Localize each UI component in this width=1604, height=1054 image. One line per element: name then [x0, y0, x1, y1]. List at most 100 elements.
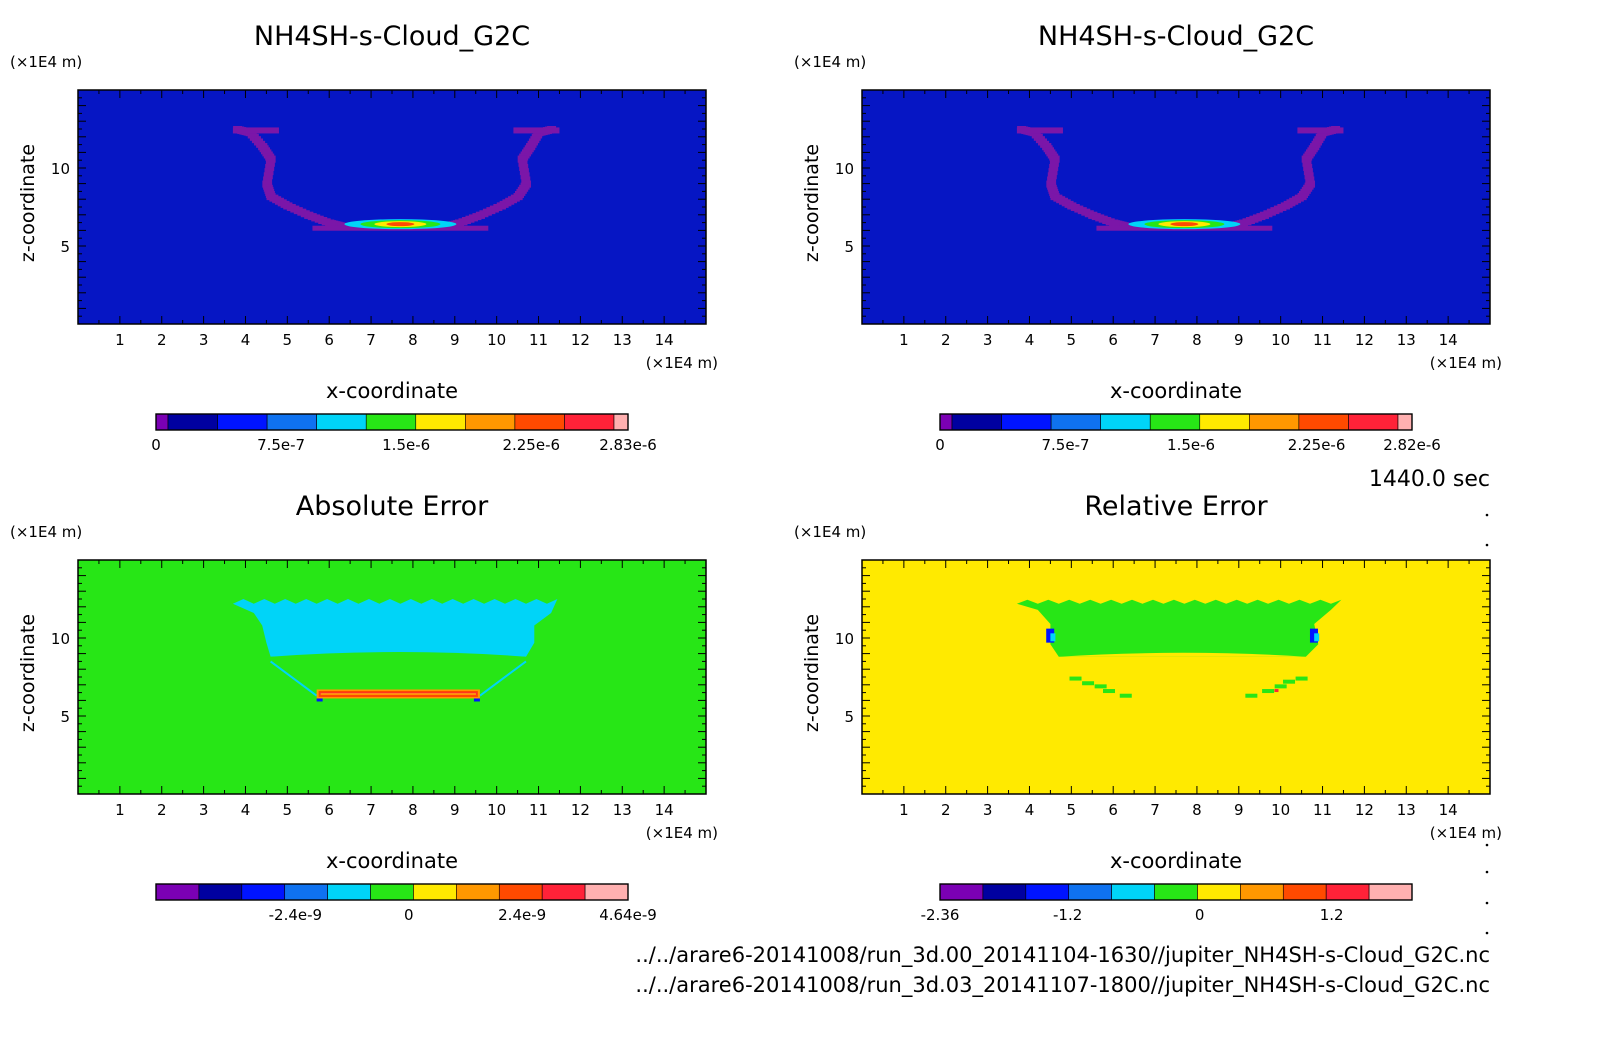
x-unit-label: (×1E4 m) [646, 824, 718, 842]
error-line [479, 660, 527, 697]
colorbar-swatch [1249, 413, 1300, 431]
x-tick-label: 5 [283, 801, 293, 819]
field-layer [1016, 599, 1342, 698]
relerr-region [1016, 599, 1342, 657]
cloud-cap [1016, 127, 1063, 134]
x-tick-label: 11 [1313, 331, 1332, 349]
plot-background [862, 560, 1490, 794]
chart-title: NH4SH-s-Cloud_G2C [254, 21, 530, 52]
z-unit-label: (×1E4 m) [794, 53, 866, 71]
colorbar-swatch [1050, 413, 1101, 431]
colorbar-label: 2.83e-6 [599, 436, 657, 454]
colorbar-frame [939, 883, 1413, 901]
x-tick-label: 4 [241, 801, 251, 819]
colorbar-swatch [241, 883, 286, 901]
error-cap [270, 652, 526, 659]
colorbar-swatch [1025, 883, 1070, 901]
chart-title: Absolute Error [296, 491, 489, 522]
cloud-cell [520, 172, 530, 180]
cloud-cell [1303, 163, 1313, 171]
plot-background [862, 90, 1490, 324]
x-axis-label: x-coordinate [1110, 849, 1242, 873]
cloud-cap [232, 127, 279, 134]
cloud-cell [263, 176, 273, 184]
colorbar-swatch [167, 413, 218, 431]
chart-title: Relative Error [1084, 491, 1268, 522]
x-tick-label: 5 [1067, 801, 1077, 819]
x-tick-label: 12 [571, 331, 590, 349]
x-tick-label: 5 [283, 331, 293, 349]
x-tick-label: 9 [1234, 801, 1244, 819]
x-tick-label: 14 [1439, 801, 1458, 819]
x-tick-label: 13 [1397, 801, 1416, 819]
panels: NH4SH-s-Cloud_G2C(×1E4 m)1 2 3 4 5 6 7 8 9 10 11 12… [10, 21, 1502, 924]
colorbar-swatch [1068, 883, 1112, 901]
colorbar-swatch [456, 883, 500, 901]
colorbar-label: 4.64e-9 [599, 906, 657, 924]
error-strip [319, 692, 477, 695]
x-tick-label: 9 [450, 331, 460, 349]
colorbar-swatch [217, 413, 268, 431]
x-unit-label: (×1E4 m) [646, 354, 718, 372]
cloud-cell [521, 176, 531, 184]
x-tick-label: 10 [487, 331, 506, 349]
relerr-speck [1295, 676, 1308, 681]
colorbar-swatch [1149, 413, 1201, 431]
x-tick-label: 8 [408, 331, 418, 349]
colorbar-label: 7.5e-7 [1042, 436, 1090, 454]
panel-1: NH4SH-s-Cloud_G2C(×1E4 m)1 2 3 4 5 6 7 8 9 10 11 12… [10, 21, 718, 454]
colorbar-swatch [982, 883, 1027, 901]
x-axis-label: x-coordinate [1110, 379, 1242, 403]
x-tick-label: 5 [1067, 331, 1077, 349]
colorbar-label: 0 [151, 436, 161, 454]
colorbar-swatch [514, 413, 565, 431]
z-unit-label: (×1E4 m) [10, 53, 82, 71]
y-tick-label: 10 [835, 630, 854, 648]
cloud-cell [1302, 159, 1312, 167]
cloud-cap [513, 127, 560, 134]
x-tick-label: 6 [324, 801, 334, 819]
x-tick-label: 7 [1150, 801, 1160, 819]
x-tick-label: 2 [941, 801, 951, 819]
x-tick-label: 7 [366, 331, 376, 349]
x-unit-label: (×1E4 m) [1430, 824, 1502, 842]
error-speck [316, 698, 323, 702]
cloud-cell [1301, 155, 1311, 163]
colorbar-swatch [465, 413, 516, 431]
colorbar-swatch [316, 413, 367, 431]
x-tick-label: 10 [1271, 801, 1290, 819]
y-tick-label: 5 [844, 708, 854, 726]
cloud-cell [1049, 159, 1059, 167]
x-tick-label: 9 [1234, 331, 1244, 349]
colorbar-frame [155, 413, 629, 431]
relerr-speck [1119, 693, 1132, 698]
cloud-cell [1047, 176, 1057, 184]
x-tick-label: 3 [199, 331, 209, 349]
colorbar-label: -2.36 [921, 906, 960, 924]
colorbar-swatch [613, 413, 629, 431]
relerr-speck [1274, 684, 1287, 689]
x-tick-label: 4 [1025, 801, 1035, 819]
x-tick-label: 9 [450, 801, 460, 819]
relerr-cap [1058, 652, 1306, 657]
x-tick-label: 12 [1355, 331, 1374, 349]
x-axis-label: x-coordinate [326, 849, 458, 873]
error-strip [320, 693, 476, 695]
y-tick-label: 10 [51, 630, 70, 648]
x-tick-label: 10 [1271, 331, 1290, 349]
core-ring [1170, 222, 1199, 227]
cloud-cell [263, 172, 273, 180]
colorbar-label: 2.82e-6 [1383, 436, 1441, 454]
x-tick-label: 13 [1397, 331, 1416, 349]
cloud-cell [265, 163, 275, 171]
cloud-cell [519, 163, 529, 171]
x-unit-label: (×1E4 m) [1430, 354, 1502, 372]
colorbar-label: 1.5e-6 [382, 436, 430, 454]
colorbar-swatch [564, 413, 615, 431]
colorbar-swatch [1282, 883, 1327, 901]
x-tick-label: 11 [529, 331, 548, 349]
field-layer [232, 126, 560, 231]
margin-dot [1485, 901, 1489, 905]
x-tick-label: 1 [115, 801, 125, 819]
relerr-speck [1082, 681, 1095, 686]
